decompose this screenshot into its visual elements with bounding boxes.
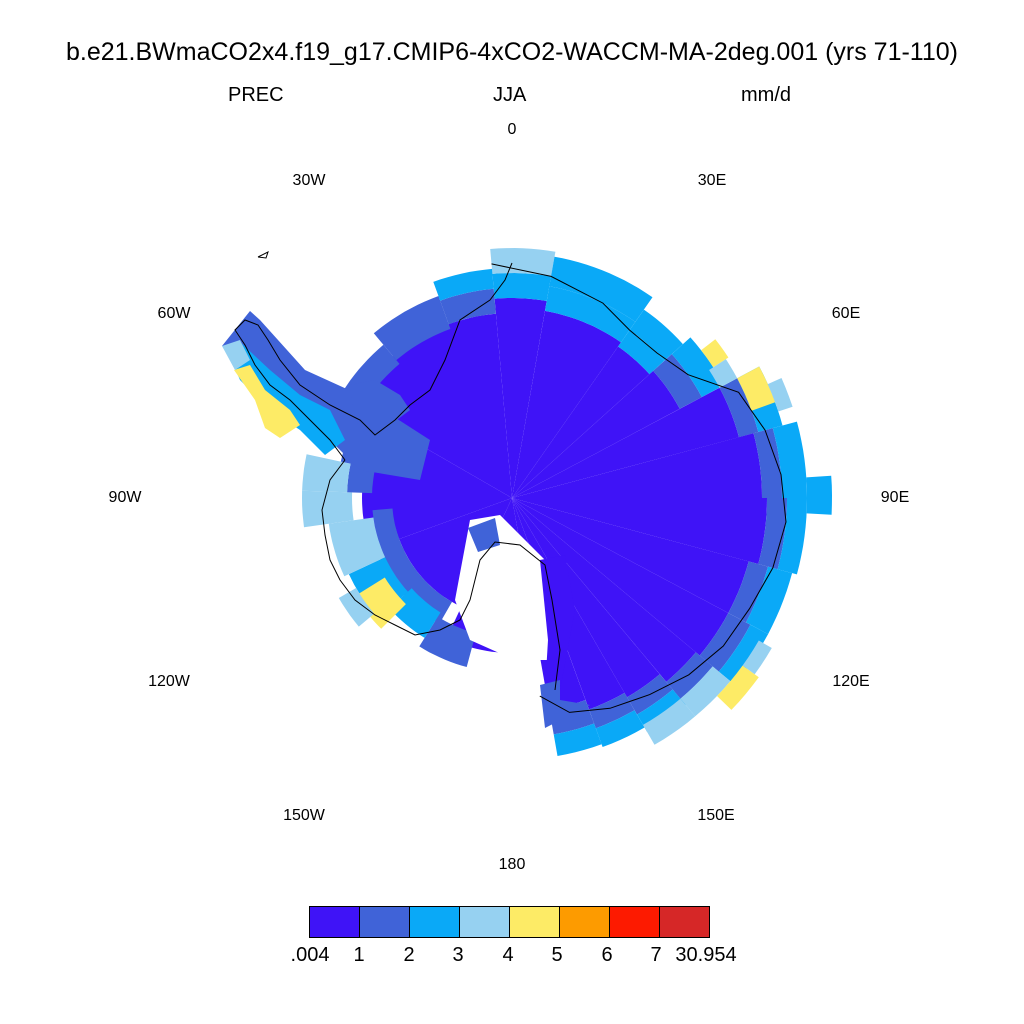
coastline-segment: [257, 251, 269, 259]
coastal-cell: [618, 330, 665, 375]
coastal-cell: [653, 354, 702, 409]
interior-cell: [512, 433, 762, 498]
ocean-cell: [629, 309, 683, 361]
colorbar-label: 7: [650, 944, 662, 966]
interior-cell: [512, 370, 680, 498]
colorbar-swatch: [310, 907, 360, 937]
high-precip-cell: [717, 665, 759, 710]
interior-cell: [540, 555, 575, 690]
season-label: JJA: [493, 84, 527, 106]
coastline-segment: [491, 263, 787, 713]
ocean-cell: [338, 588, 375, 627]
plot-title: b.e21.BWmaCO2x4.f19_g17.CMIP6-4xCO2-WACC…: [66, 38, 958, 66]
ocean-cell: [595, 710, 645, 747]
precip-regions: [222, 248, 832, 756]
lon-label-150e: 150E: [697, 807, 735, 824]
ocean-cell: [777, 498, 807, 575]
lon-label-30e: 30E: [697, 172, 727, 189]
lon-label-150w: 150W: [283, 807, 325, 824]
units-label: mm/d: [741, 84, 791, 106]
ocean-cell: [643, 698, 696, 745]
interior-cell: [512, 310, 621, 498]
lon-label-120w: 120W: [148, 673, 190, 690]
coastal-cell: [540, 680, 590, 728]
coastal-cell: [545, 286, 636, 343]
colorbar-swatch: [560, 907, 610, 937]
colorbar-label: 6: [601, 944, 613, 966]
coastal-cell: [753, 428, 782, 498]
coastline: [234, 251, 787, 713]
colorbar-swatch: [660, 907, 709, 937]
colorbar-label: 30.954: [675, 944, 737, 966]
colorbar-swatch: [460, 907, 510, 937]
interior-cell: [512, 498, 660, 698]
interior-cell: [494, 298, 547, 498]
coastal-cell: [728, 561, 768, 623]
colorbar: [309, 906, 710, 938]
ocean-cell: [718, 624, 769, 685]
lon-label-120e: 120E: [832, 673, 870, 690]
interior-cell: [512, 498, 749, 613]
coastal-cell: [419, 616, 476, 667]
lon-label-90e: 90E: [880, 489, 910, 506]
lon-label-60w: 60W: [157, 305, 191, 322]
ocean-cell: [302, 490, 354, 528]
coastal-cell: [372, 508, 400, 546]
colorbar-swatch: [510, 907, 560, 937]
colorbar-label: .004: [290, 944, 330, 966]
interior-cell: [512, 498, 729, 656]
ocean-cell: [680, 666, 731, 717]
colorbar-label: 2: [403, 944, 415, 966]
lon-label-180: 180: [498, 856, 526, 873]
colorbar-label: 5: [551, 944, 563, 966]
colorbar-label: 1: [353, 944, 365, 966]
lon-label-90w: 90W: [108, 489, 142, 506]
interior-cell: [512, 387, 739, 498]
high-precip-cell: [355, 577, 406, 629]
lon-label-0: 0: [507, 121, 517, 138]
coastline-segment: [234, 262, 513, 461]
peninsula-cell: [228, 342, 345, 455]
peninsula-cell: [222, 340, 250, 370]
ocean-cell: [553, 723, 602, 756]
coastline-segment: [321, 459, 561, 691]
ocean-cell: [767, 378, 793, 412]
colorbar-label: 3: [452, 944, 464, 966]
colorbar-swatch: [410, 907, 460, 937]
colorbar-swatch: [360, 907, 410, 937]
ocean-cell: [328, 517, 386, 577]
interior-cell: [512, 346, 650, 498]
ocean-cell: [746, 566, 793, 635]
ocean-cell: [549, 256, 653, 322]
high-precip-cell: [234, 365, 300, 438]
interior-cell: [512, 498, 696, 682]
coastal-cell: [699, 613, 751, 672]
high-precip-cell: [701, 339, 729, 368]
variable-label: PREC: [228, 84, 284, 106]
colorbar-label: 4: [502, 944, 514, 966]
coastal-cell: [468, 518, 500, 552]
high-precip-cell: [737, 366, 776, 411]
coastal-cell: [758, 498, 787, 570]
ocean-cell: [709, 359, 738, 388]
coastal-cell: [371, 529, 452, 624]
ocean-cell: [806, 475, 832, 515]
coastal-cell: [719, 378, 759, 438]
ocean-cell: [433, 268, 494, 301]
ocean-cell: [490, 248, 556, 277]
ocean-cell: [742, 640, 772, 675]
coastal-cell: [373, 296, 451, 361]
coastal-cell: [589, 692, 635, 729]
lon-label-60e: 60E: [831, 305, 861, 322]
peninsula-cell: [222, 311, 430, 480]
lon-label-30w: 30W: [292, 172, 326, 189]
interior-cell: [512, 498, 767, 564]
colorbar-swatch: [610, 907, 660, 937]
coastal-cell: [440, 288, 496, 325]
coastal-cell: [492, 273, 552, 301]
ocean-cell: [302, 454, 351, 493]
